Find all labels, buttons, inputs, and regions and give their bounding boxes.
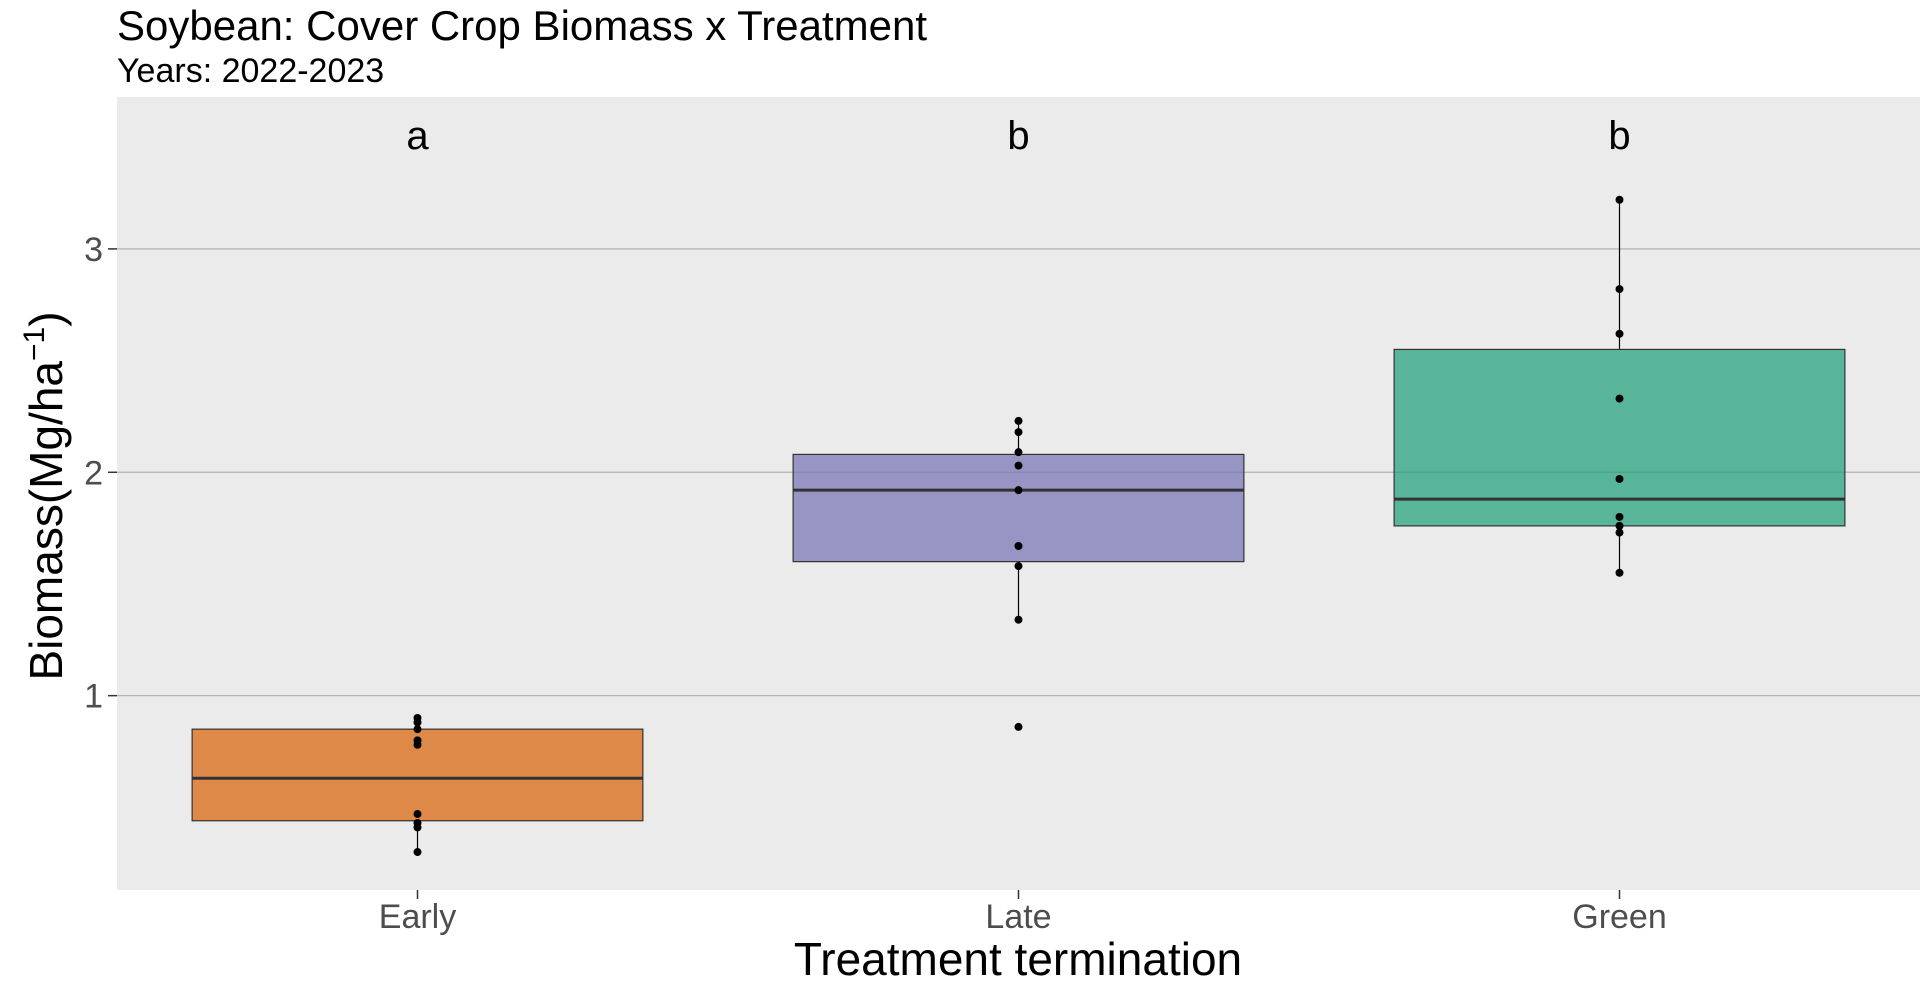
data-point bbox=[413, 725, 422, 734]
significance-letter: b bbox=[1608, 114, 1630, 158]
box-group-early: a bbox=[191, 114, 644, 857]
data-point bbox=[1615, 521, 1624, 530]
x-axis-ticks: Early Late Green bbox=[379, 890, 1667, 936]
data-point bbox=[1014, 416, 1023, 425]
x-tick-label-late: Late bbox=[985, 898, 1051, 936]
x-tick-label-green: Green bbox=[1572, 898, 1667, 936]
y-axis-title-main: Biomass(Mg/ha bbox=[20, 361, 72, 681]
data-point bbox=[1014, 428, 1023, 437]
x-axis-title: Treatment termination bbox=[794, 933, 1242, 985]
y-axis-title-close: ) bbox=[20, 311, 72, 326]
significance-letter: a bbox=[406, 114, 429, 158]
data-point bbox=[1615, 474, 1624, 483]
y-tick-label: 1 bbox=[84, 678, 103, 716]
y-axis-title: Biomass(Mg/ha−1) bbox=[18, 311, 72, 680]
y-tick-label: 3 bbox=[84, 231, 103, 269]
significance-letter: b bbox=[1007, 114, 1029, 158]
data-point bbox=[1014, 448, 1023, 457]
data-point bbox=[413, 713, 422, 722]
data-point bbox=[413, 848, 422, 857]
data-point bbox=[1014, 615, 1023, 624]
data-point bbox=[1014, 486, 1023, 495]
data-point bbox=[1615, 329, 1624, 338]
box-group-green: b bbox=[1393, 114, 1846, 577]
data-point bbox=[413, 818, 422, 827]
x-tick-label-early: Early bbox=[379, 898, 456, 936]
y-axis-ticks: 1 2 3 bbox=[84, 231, 117, 716]
chart-title: Soybean: Cover Crop Biomass x Treatment bbox=[117, 2, 927, 49]
data-point bbox=[1615, 568, 1624, 577]
data-point bbox=[1615, 394, 1624, 403]
data-point bbox=[1615, 528, 1624, 537]
data-point bbox=[1014, 722, 1023, 731]
data-point bbox=[1014, 461, 1023, 470]
data-point bbox=[1615, 512, 1624, 521]
data-point bbox=[1615, 285, 1624, 294]
data-point bbox=[1014, 541, 1023, 550]
box-group-late: b bbox=[792, 114, 1245, 731]
chart-subtitle: Years: 2022-2023 bbox=[117, 52, 384, 90]
data-point bbox=[1615, 195, 1624, 204]
data-point bbox=[413, 810, 422, 819]
y-tick-label: 2 bbox=[84, 454, 103, 492]
data-point bbox=[1014, 562, 1023, 571]
y-axis-title-sup: −1 bbox=[18, 327, 51, 361]
data-point bbox=[413, 736, 422, 745]
